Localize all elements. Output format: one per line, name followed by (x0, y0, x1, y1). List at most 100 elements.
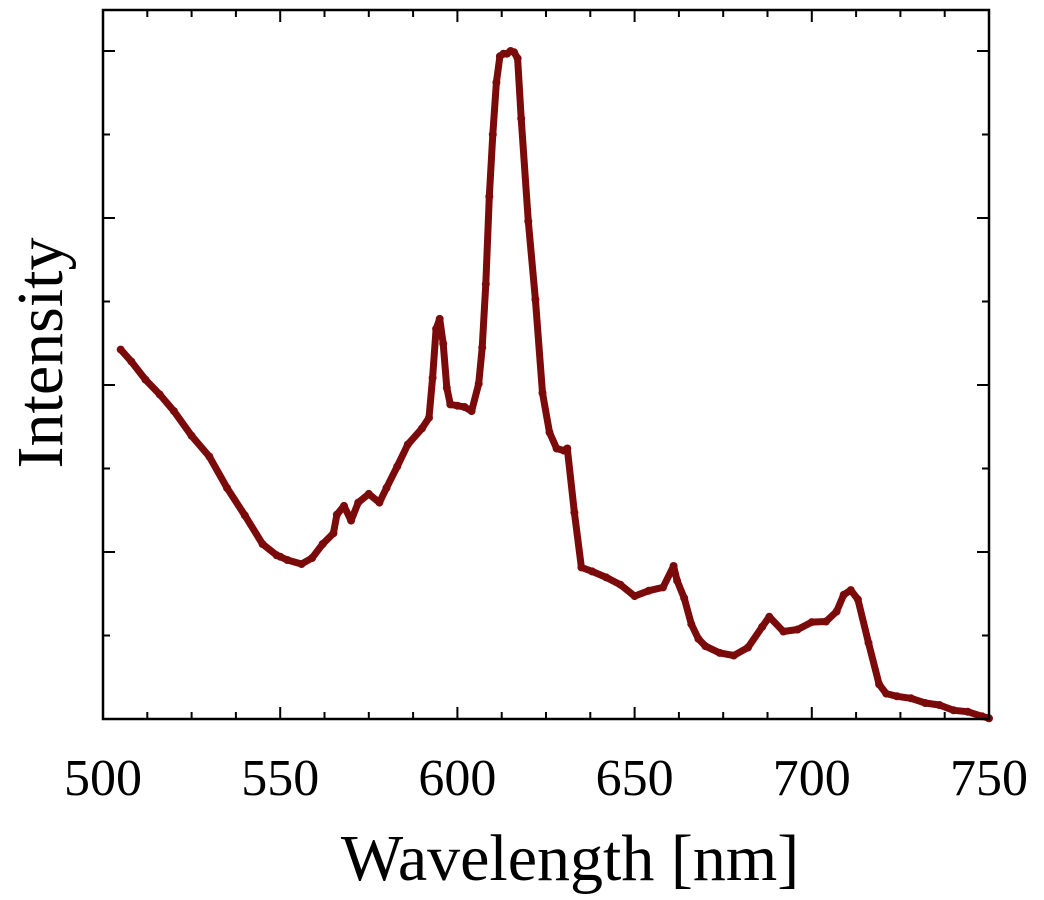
x-tick-labels: 500 550 600 650 700 750 (64, 750, 1028, 807)
data-point (765, 612, 774, 621)
x-tick-label: 700 (773, 750, 851, 807)
y-axis-label: Intensity (4, 238, 77, 469)
data-point (577, 563, 586, 572)
data-point (744, 643, 752, 652)
data-point (276, 552, 285, 561)
x-tick-label: 750 (950, 750, 1028, 807)
data-point (297, 560, 306, 568)
data-point (864, 638, 873, 647)
data-point (921, 699, 930, 707)
data-point (382, 483, 391, 492)
spectrum-series-line (117, 47, 993, 722)
data-point (963, 707, 972, 716)
data-point (332, 510, 341, 519)
data-point (545, 428, 554, 437)
data-point (779, 627, 788, 636)
data-point (846, 586, 855, 595)
data-point (892, 692, 901, 701)
data-point (807, 618, 816, 627)
data-point (517, 114, 526, 123)
data-point (439, 339, 448, 348)
data-point (570, 508, 579, 517)
data-point (832, 607, 841, 616)
data-point (127, 357, 136, 366)
data-point (531, 295, 540, 304)
data-point (588, 567, 597, 576)
data-point (538, 389, 547, 397)
data-point (478, 343, 487, 352)
data-point (907, 694, 915, 703)
data-point (822, 617, 830, 626)
data-point (524, 217, 533, 226)
data-point (513, 54, 522, 63)
data-point (481, 280, 490, 289)
data-point (223, 483, 231, 492)
series-layer (116, 47, 993, 723)
data-point (354, 498, 363, 507)
data-point (169, 407, 178, 416)
data-point (659, 583, 667, 592)
data-point (875, 680, 884, 689)
data-point (258, 540, 267, 548)
data-point (563, 444, 572, 453)
data-point (308, 554, 317, 562)
data-point (329, 529, 338, 538)
data-point (616, 580, 625, 589)
data-point (467, 407, 476, 416)
data-point (403, 440, 412, 449)
x-tick-label: 650 (596, 750, 674, 807)
data-point (694, 634, 703, 643)
data-point (673, 576, 682, 585)
data-point (602, 573, 611, 582)
data-point (364, 489, 373, 498)
data-point (340, 501, 348, 510)
data-point (141, 375, 150, 384)
plot-frame (101, 8, 991, 721)
data-point (205, 452, 214, 461)
data-point (187, 431, 196, 440)
data-point (492, 78, 501, 87)
data-point (839, 590, 848, 599)
data-point (949, 706, 958, 715)
x-axis-label: Wavelength [nm] (341, 822, 799, 895)
data-point (474, 379, 483, 388)
data-point (347, 516, 356, 525)
data-point (428, 373, 437, 382)
data-point (453, 401, 462, 410)
data-point (283, 556, 292, 564)
data-point (758, 622, 767, 631)
data-point (425, 413, 433, 422)
data-point (793, 625, 802, 634)
data-point (669, 562, 678, 570)
data-point (715, 648, 724, 657)
data-point (853, 595, 862, 604)
data-point (446, 400, 455, 409)
x-tick-label: 550 (241, 750, 319, 807)
data-point (116, 345, 125, 354)
data-point (680, 594, 689, 603)
data-point (701, 642, 710, 651)
data-point (687, 620, 696, 629)
data-point (155, 390, 164, 399)
data-point (485, 192, 494, 201)
tick-layer (102, 10, 990, 720)
data-point (375, 498, 384, 507)
x-tick-label: 600 (418, 750, 496, 807)
data-point (442, 383, 451, 392)
x-tick-label: 500 (64, 750, 142, 807)
data-point (318, 540, 327, 548)
data-point (418, 424, 426, 433)
data-point (240, 511, 249, 520)
data-point (393, 462, 402, 471)
data-point (935, 701, 944, 709)
data-point (460, 403, 469, 411)
data-point (488, 130, 497, 139)
data-point (729, 651, 738, 660)
data-point (630, 592, 639, 601)
data-point (552, 444, 561, 453)
data-point (432, 324, 441, 333)
data-point (435, 314, 444, 323)
data-point (882, 689, 891, 698)
data-point (510, 48, 519, 57)
